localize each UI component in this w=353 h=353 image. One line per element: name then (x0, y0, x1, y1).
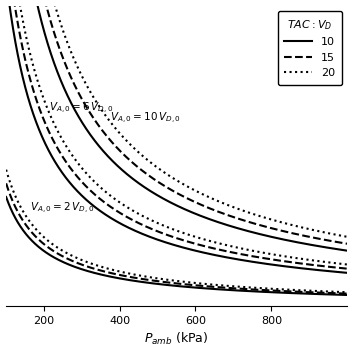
Legend: 10, 15, 20: 10, 15, 20 (278, 11, 342, 85)
15 (22, 219, 26, 223)
10 (345, 293, 349, 297)
Line: 15: 15 (6, 183, 347, 294)
20 (345, 290, 349, 294)
Text: $V_{A,0} = 6\/ V_{D,0}$: $V_{A,0} = 6\/ V_{D,0}$ (49, 101, 114, 116)
Text: $V_{A,0} = 2\/ V_{D,0}$: $V_{A,0} = 2\/ V_{D,0}$ (30, 201, 95, 216)
10 (161, 282, 165, 287)
20 (273, 287, 277, 291)
10 (170, 283, 174, 288)
20 (335, 290, 339, 294)
Line: 10: 10 (6, 197, 347, 295)
20 (4, 168, 8, 172)
20 (335, 290, 339, 294)
X-axis label: $P_{amb}$ (kPa): $P_{amb}$ (kPa) (144, 331, 209, 347)
15 (335, 291, 339, 295)
15 (345, 292, 349, 296)
Line: 20: 20 (6, 170, 347, 292)
15 (273, 288, 277, 293)
10 (22, 229, 26, 233)
10 (335, 293, 339, 297)
10 (273, 290, 277, 294)
20 (22, 210, 26, 214)
15 (335, 291, 339, 295)
15 (4, 181, 8, 185)
15 (170, 281, 174, 285)
Text: $V_{A,0} = 10\/ V_{D,0}$: $V_{A,0} = 10\/ V_{D,0}$ (110, 110, 181, 126)
20 (170, 278, 174, 282)
10 (4, 195, 8, 199)
20 (161, 277, 165, 281)
10 (335, 293, 339, 297)
15 (161, 280, 165, 284)
